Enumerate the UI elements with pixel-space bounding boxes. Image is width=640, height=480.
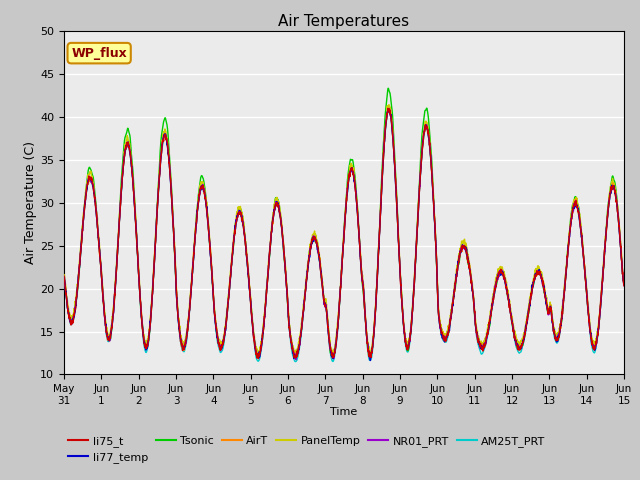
Y-axis label: Air Temperature (C): Air Temperature (C) — [24, 141, 37, 264]
X-axis label: Time: Time — [330, 407, 358, 417]
Text: WP_flux: WP_flux — [71, 47, 127, 60]
Title: Air Temperatures: Air Temperatures — [278, 13, 410, 29]
Legend: li75_t, li77_temp, Tsonic, AirT, PanelTemp, NR01_PRT, AM25T_PRT: li75_t, li77_temp, Tsonic, AirT, PanelTe… — [64, 432, 550, 468]
